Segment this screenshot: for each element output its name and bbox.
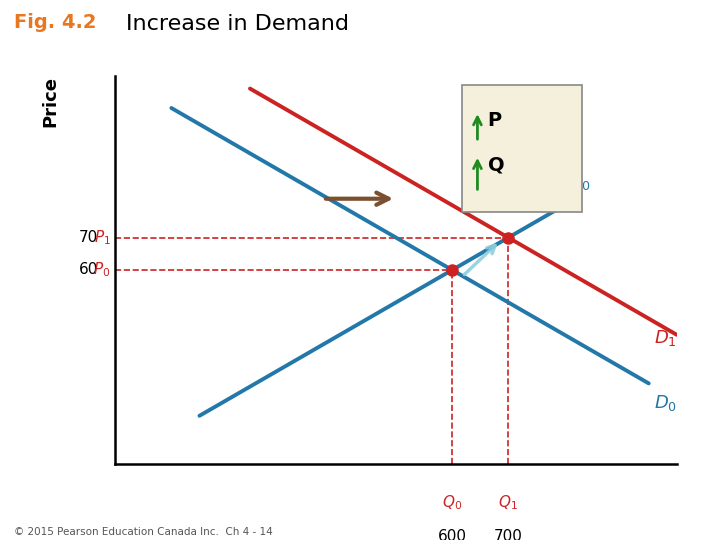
- Text: Fig. 4.2: Fig. 4.2: [14, 14, 97, 32]
- Text: $D_0$: $D_0$: [654, 393, 678, 413]
- Text: $Q_0$: $Q_0$: [442, 494, 462, 512]
- Text: 70: 70: [79, 230, 99, 245]
- Text: 700: 700: [494, 529, 523, 540]
- Text: 600: 600: [438, 529, 467, 540]
- Text: $P_0$: $P_0$: [94, 261, 111, 279]
- Text: Price: Price: [42, 76, 60, 126]
- Text: $\mathbf{P}$: $\mathbf{P}$: [487, 111, 503, 130]
- Text: $D_1$: $D_1$: [654, 328, 677, 348]
- Text: © 2015 Pearson Education Canada Inc.  Ch 4 - 14: © 2015 Pearson Education Canada Inc. Ch …: [14, 527, 273, 537]
- Text: 60: 60: [79, 262, 99, 278]
- Text: Increase in Demand: Increase in Demand: [126, 14, 349, 33]
- Text: $S_0$: $S_0$: [570, 172, 590, 192]
- Text: $Q_1$: $Q_1$: [498, 494, 518, 512]
- Text: $\mathbf{Q}$: $\mathbf{Q}$: [487, 155, 505, 175]
- Text: $P_1$: $P_1$: [94, 228, 111, 247]
- FancyBboxPatch shape: [462, 85, 582, 212]
